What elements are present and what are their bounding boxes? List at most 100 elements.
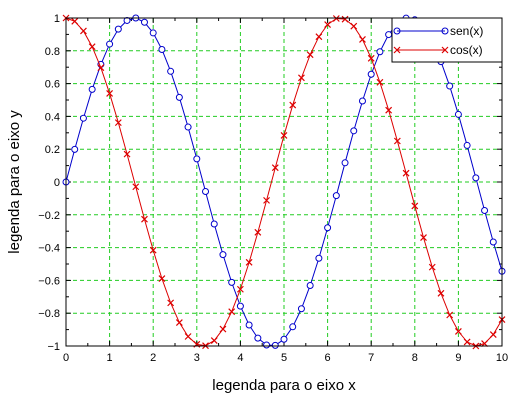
data-point [393,137,401,145]
data-point [228,278,236,286]
x-tick-label: 9 [455,352,461,364]
data-point [71,145,79,153]
y-tick-label: 0.4 [45,111,60,123]
data-point [271,164,279,172]
data-point [254,334,262,342]
data-point [236,302,244,310]
data-point [472,174,480,182]
y-axis-label: legenda para o eixo y [6,110,23,254]
legend-box [391,17,503,63]
data-point [132,183,140,191]
legend-entry-sen: sen(x) [393,24,483,38]
data-point [158,275,166,283]
data-point [210,220,218,228]
data-point [446,311,454,319]
data-point [184,123,192,131]
data-point [202,188,210,196]
y-tick-label: −0.6 [38,275,60,287]
data-point [376,48,384,56]
data-point [358,97,366,105]
data-point [236,285,244,293]
y-tick-label: 0.8 [45,46,60,58]
data-point [106,40,114,48]
data-point [140,18,148,26]
data-point [341,15,349,23]
data-point [367,54,375,62]
x-tick-label: 4 [237,352,243,364]
data-point [420,234,427,242]
data-point [254,228,262,236]
data-point [271,341,279,349]
data-point [80,27,87,35]
data-point [245,258,253,266]
y-tick-label: 0 [54,177,60,189]
x-tick-label: 8 [412,352,418,364]
legend-marker-sen-right [441,27,449,35]
data-point [219,251,227,259]
y-tick-label: −0.8 [38,308,60,320]
data-point [88,43,96,51]
data-point [280,131,288,139]
data-point [149,246,157,254]
data-point [481,207,489,215]
data-point [71,17,79,25]
data-point [106,90,114,97]
y-tick-label: −0.4 [38,243,60,255]
x-axis-label: legenda para o eixo x [212,377,356,394]
x-tick-label: 1 [107,352,113,364]
data-point [350,127,358,135]
y-tick-label: −0.2 [38,210,60,222]
data-point [167,67,175,75]
data-point [175,93,183,101]
data-point [158,45,166,53]
data-point [114,119,122,127]
x-tick-label: 2 [150,352,156,364]
tick-labels: 0 1 2 3 4 5 6 7 8 9 10 −1 −0.8 −0.6 −0.4 −0.2 0 0.2 0.4 0.6… [38,13,508,364]
x-tick-label: 10 [496,352,508,364]
data-point [454,327,462,335]
data-point [79,114,87,122]
data-point [289,323,297,331]
data-point [280,335,288,343]
data-point [332,192,340,200]
data-point [489,238,497,246]
legend-label-cos: cos(x) [450,43,483,57]
legend-marker-cos-left [393,46,401,54]
data-point [367,70,375,78]
data-point [149,29,157,37]
data-point [114,25,122,33]
x-tick-label: 6 [325,352,331,364]
data-point [324,224,332,232]
legend-marker-sen-left [393,27,401,35]
data-point [219,325,227,333]
data-point [193,155,201,163]
data-point [228,308,236,316]
data-point [454,110,462,118]
data-point [341,159,349,167]
y-tick-label: −1 [47,341,60,353]
y-tick-label: 1 [54,13,60,25]
data-point [359,36,366,43]
data-point [306,51,314,59]
data-point [297,305,305,313]
data-point [489,331,497,338]
data-point [88,85,96,93]
data-point [376,78,384,86]
data-point [324,21,332,28]
x-tick-label: 7 [368,352,374,364]
data-point [446,82,454,90]
data-point [123,16,131,24]
legend-label-sen: sen(x) [450,24,483,38]
legend-entry-cos: cos(x) [393,43,483,57]
data-point [463,338,471,346]
data-point [184,333,192,340]
data-point [263,196,270,204]
data-point [175,319,183,326]
series-1 [62,14,506,350]
data-point [141,215,148,223]
data-point [263,341,271,349]
grid [66,18,502,346]
data-point [245,321,253,329]
x-tick-label: 0 [63,352,69,364]
